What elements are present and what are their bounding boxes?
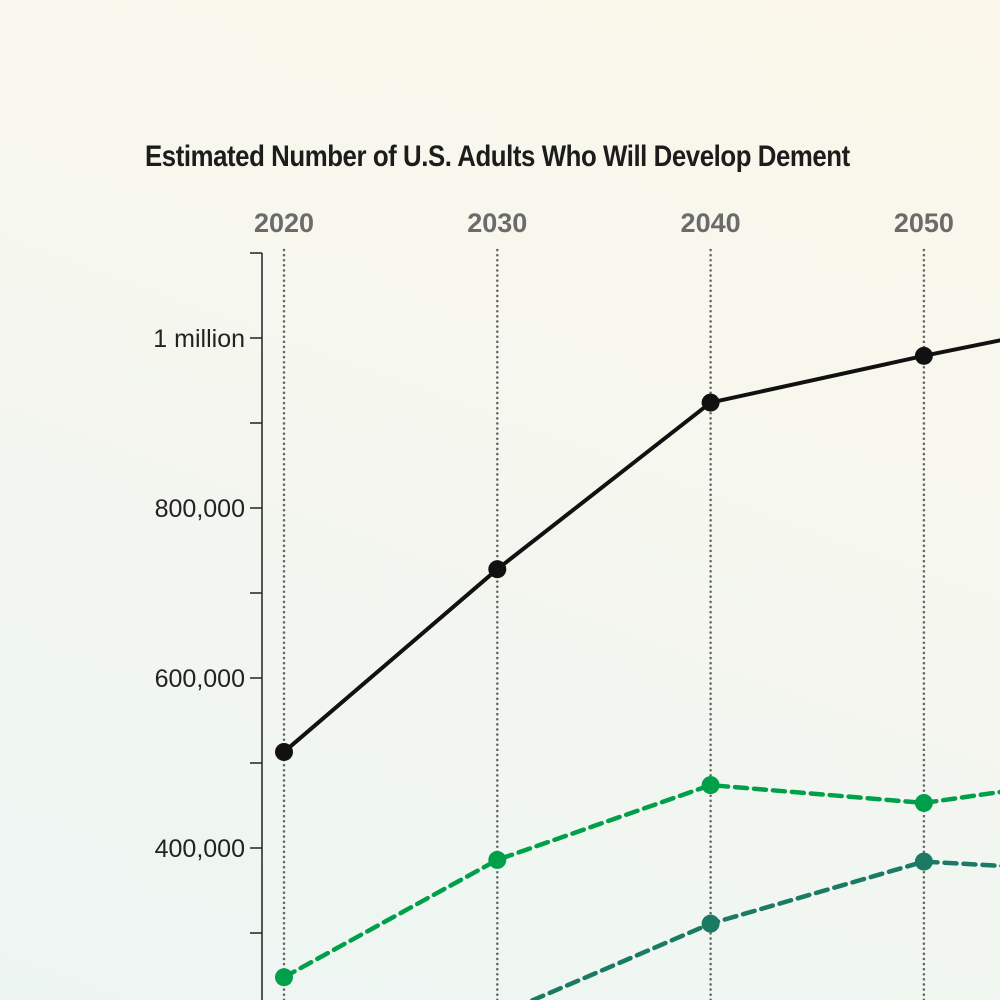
y-tick-label: 800,000 [155, 495, 245, 523]
y-tick-label: 1 million [153, 325, 245, 353]
data-point-total [914, 346, 933, 365]
x-tick-label: 2050 [894, 208, 954, 238]
series-line-series-3 [527, 859, 1000, 1000]
y-tick-label: 600,000 [155, 665, 245, 693]
data-point-series-3 [701, 914, 720, 933]
data-point-total [701, 393, 720, 412]
chart-title: Estimated Number of U.S. Adults Who Will… [145, 140, 850, 173]
data-point-series-3 [914, 852, 933, 871]
data-point-series-2 [275, 968, 293, 987]
data-point-series-2 [701, 776, 720, 795]
data-point-series-2 [914, 793, 933, 812]
x-tick-label: 2030 [467, 208, 527, 238]
x-tick-label: 2040 [681, 208, 741, 238]
data-point-total [275, 742, 293, 761]
x-tick-label: 2020 [254, 208, 314, 238]
data-point-series-2 [488, 850, 507, 869]
series-line-total [282, 338, 1000, 754]
y-tick-label: 400,000 [155, 835, 245, 863]
series-line-series-2 [281, 782, 1000, 980]
data-point-total [488, 560, 507, 579]
